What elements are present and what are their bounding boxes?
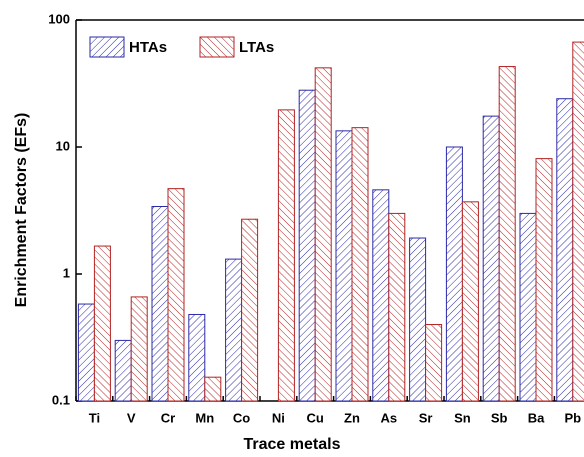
bar xyxy=(445,146,463,402)
x-tick-label: Sn xyxy=(454,410,471,425)
x-tick-label: Ti xyxy=(89,410,100,425)
bar xyxy=(77,303,95,402)
legend-label: HTAs xyxy=(129,39,167,56)
bar xyxy=(461,201,479,402)
bar xyxy=(519,212,537,402)
bar xyxy=(498,66,516,402)
legend-swatch xyxy=(199,36,235,58)
x-tick-label: Co xyxy=(233,410,250,425)
bar xyxy=(482,115,500,402)
legend-label: LTAs xyxy=(239,39,274,56)
y-tick-label: 1 xyxy=(63,265,70,280)
x-tick-label: Ni xyxy=(272,410,285,425)
bar xyxy=(351,127,369,402)
x-tick-label: Pb xyxy=(564,410,581,425)
bar xyxy=(298,89,316,402)
bar xyxy=(556,98,574,402)
x-tick-label: Ba xyxy=(528,410,545,425)
x-tick-label: Mn xyxy=(195,410,214,425)
y-axis-title: Enrichment Factors (EFs) xyxy=(13,113,30,308)
bar xyxy=(314,67,332,402)
x-tick-label: Cr xyxy=(161,410,175,425)
bar xyxy=(425,324,443,402)
bar xyxy=(388,212,406,402)
bar xyxy=(409,237,427,402)
x-tick-label: As xyxy=(380,410,397,425)
bar xyxy=(535,158,553,402)
y-tick-label: 0.1 xyxy=(52,392,70,407)
y-tick-label: 100 xyxy=(48,11,70,26)
bar xyxy=(188,313,206,402)
bar xyxy=(277,109,295,402)
bar xyxy=(225,258,243,402)
y-tick-label: 10 xyxy=(56,138,70,153)
bar xyxy=(241,218,259,402)
bar xyxy=(151,206,169,402)
x-tick-label: Zn xyxy=(344,410,360,425)
bar xyxy=(572,41,584,402)
bar xyxy=(204,376,222,402)
x-tick-label: Sb xyxy=(491,410,508,425)
bar xyxy=(130,296,148,402)
legend-swatch xyxy=(89,36,125,58)
x-tick-label: Cu xyxy=(307,410,324,425)
bar xyxy=(114,339,132,402)
bar xyxy=(167,188,185,402)
bar xyxy=(93,245,111,402)
bar xyxy=(335,130,353,402)
x-tick-label: Sr xyxy=(419,410,433,425)
x-tick-label: V xyxy=(127,410,136,425)
x-axis-title: Trace metals xyxy=(244,436,341,453)
bar xyxy=(372,189,390,402)
